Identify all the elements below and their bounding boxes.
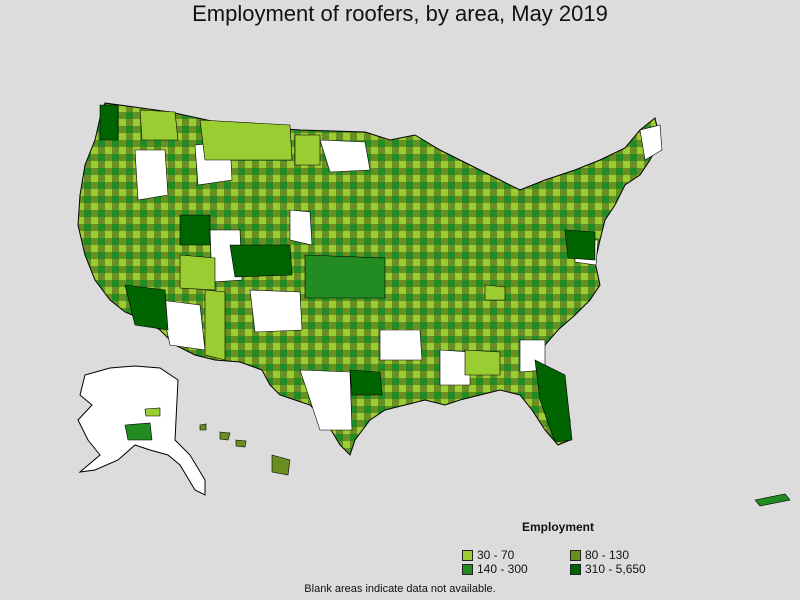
map-title: Employment of roofers, by area, May 2019 [192, 1, 608, 26]
legend-item: 140 - 300 [462, 562, 528, 576]
central-plains-area [304, 254, 386, 299]
high-employment-areas [99, 104, 596, 443]
puerto-rico-shape [754, 493, 791, 507]
legend-label: 310 - 5,650 [585, 562, 646, 576]
legend-swatch [462, 549, 473, 561]
legend-item: 310 - 5,650 [570, 562, 646, 576]
no-data-areas [134, 124, 663, 431]
legend-swatch [570, 549, 581, 561]
legend-label: 140 - 300 [477, 562, 528, 576]
legend-title: Employment [522, 520, 595, 534]
data-note: Blank areas indicate data not available. [304, 583, 496, 595]
legend-swatch [462, 563, 473, 575]
legend-item: 80 - 130 [570, 548, 629, 562]
alaska-area-light [144, 407, 161, 417]
legend-label: 30 - 70 [477, 548, 515, 562]
hawaii-shapes [199, 423, 291, 476]
legend-item: 30 - 70 [462, 548, 514, 562]
alaska-area-green [124, 422, 153, 441]
legend-label: 80 - 130 [585, 548, 630, 562]
low-employment-areas [139, 109, 506, 376]
legend-swatch [570, 563, 581, 575]
